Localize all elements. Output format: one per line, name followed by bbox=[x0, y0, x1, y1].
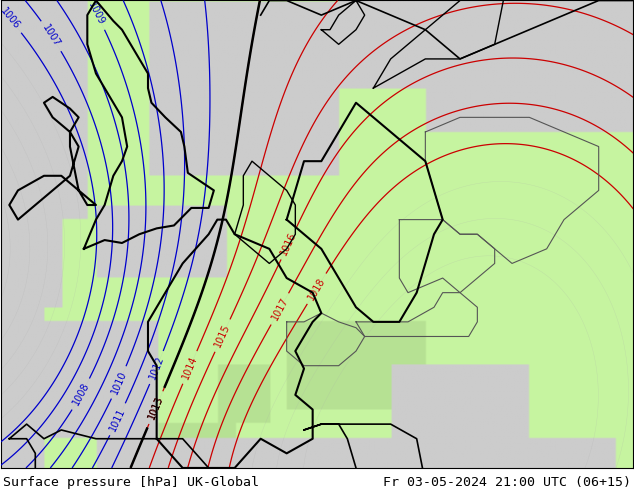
Text: 1016: 1016 bbox=[279, 230, 299, 257]
Text: 1010: 1010 bbox=[110, 369, 129, 396]
Text: 1017: 1017 bbox=[269, 295, 290, 322]
Text: 1015: 1015 bbox=[213, 322, 232, 349]
Text: 1018: 1018 bbox=[306, 275, 327, 302]
Text: 1011: 1011 bbox=[108, 406, 127, 433]
Text: 1012: 1012 bbox=[147, 354, 165, 381]
Text: Surface pressure [hPa] UK-Global: Surface pressure [hPa] UK-Global bbox=[3, 475, 259, 489]
Text: Fr 03-05-2024 21:00 UTC (06+15): Fr 03-05-2024 21:00 UTC (06+15) bbox=[383, 475, 631, 489]
Text: 1008: 1008 bbox=[71, 381, 91, 407]
Text: 1006: 1006 bbox=[0, 6, 22, 31]
Text: 1014: 1014 bbox=[181, 354, 199, 381]
Text: 1009: 1009 bbox=[86, 0, 107, 27]
Text: 1013: 1013 bbox=[146, 394, 165, 421]
Text: 1013: 1013 bbox=[146, 394, 165, 421]
Text: 1007: 1007 bbox=[41, 23, 62, 49]
